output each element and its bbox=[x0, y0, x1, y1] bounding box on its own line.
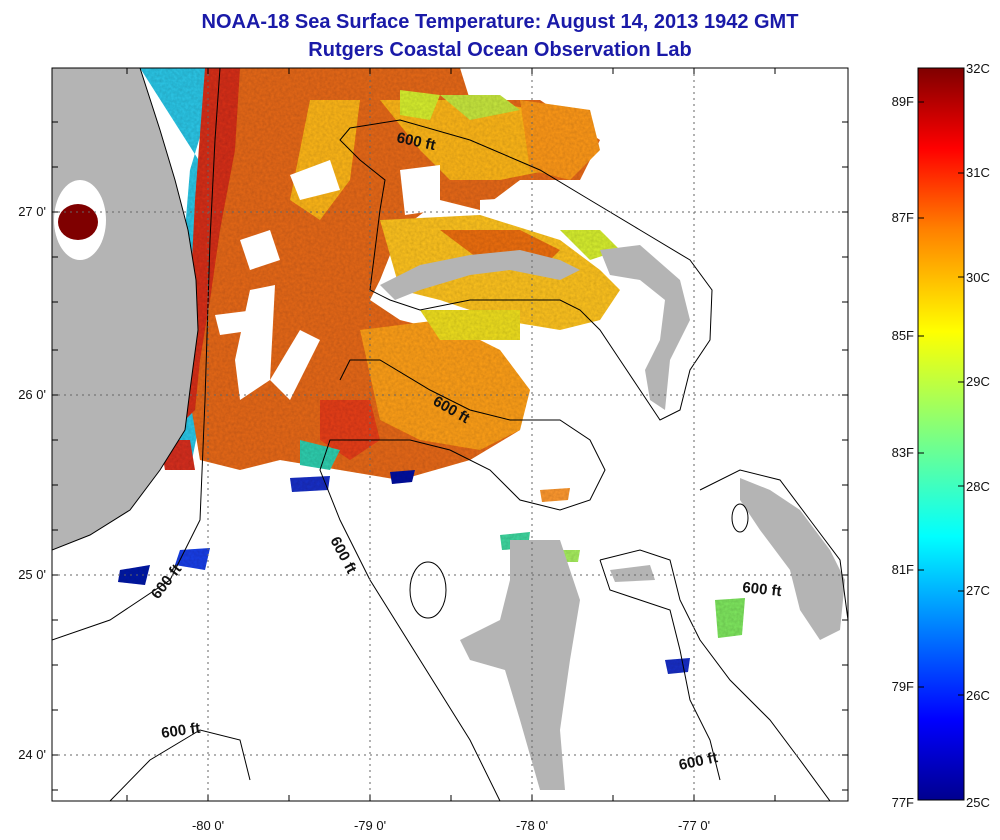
latitude-label: 25 0' bbox=[18, 567, 46, 582]
colorbar-celsius-label: 31C bbox=[966, 165, 990, 180]
title-line-2: Rutgers Coastal Ocean Observation Lab bbox=[308, 39, 692, 61]
colorbar-fahrenheit-label: 77F bbox=[891, 795, 914, 810]
map-ticks bbox=[52, 68, 848, 801]
isobath-label: 600 ft bbox=[742, 579, 783, 600]
map-frame bbox=[51, 67, 849, 802]
cloud-gaps bbox=[215, 160, 560, 400]
colorbar-celsius-label: 27C bbox=[966, 583, 990, 598]
isobath-contours bbox=[52, 68, 848, 801]
andros-island bbox=[460, 540, 580, 790]
colorbar-ticks bbox=[918, 67, 964, 801]
colorbar-celsius-label: 30C bbox=[966, 270, 990, 285]
title-line-1: NOAA-18 Sea Surface Temperature: August … bbox=[201, 11, 799, 33]
great-abaco-island bbox=[600, 245, 690, 410]
latitude-label: 24 0' bbox=[18, 747, 46, 762]
map-title: NOAA-18 Sea Surface Temperature: August … bbox=[0, 8, 1000, 64]
isobath-label: 600 ft bbox=[160, 720, 201, 742]
longitude-label: -78 0' bbox=[515, 818, 549, 833]
eleuthera-island bbox=[740, 478, 845, 640]
colorbar-fahrenheit-label: 81F bbox=[891, 562, 914, 577]
latitude-label: 26 0' bbox=[18, 387, 46, 402]
longitude-label: -79 0' bbox=[353, 818, 387, 833]
colorbar-fahrenheit-label: 83F bbox=[891, 445, 914, 460]
colorbar-celsius-label: 29C bbox=[966, 374, 990, 389]
longitude-label: -77 0' bbox=[677, 818, 711, 833]
colorbar-fahrenheit-label: 85F bbox=[891, 328, 914, 343]
colorbar-fahrenheit-label: 89F bbox=[891, 94, 914, 109]
colorbar-fahrenheit-label: 87F bbox=[891, 210, 914, 225]
colorbar-celsius-label: 32C bbox=[966, 61, 990, 76]
latitude-label: 27 0' bbox=[18, 204, 46, 219]
grand-bahama-island bbox=[380, 250, 580, 300]
colorbar bbox=[917, 67, 965, 801]
lake-okeechobee bbox=[54, 180, 106, 260]
florida-coastline bbox=[52, 68, 199, 551]
colorbar-celsius-label: 25C bbox=[966, 795, 990, 810]
new-providence-island bbox=[610, 565, 655, 582]
colorbar-fahrenheit-label: 79F bbox=[891, 679, 914, 694]
colorbar-celsius-label: 26C bbox=[966, 688, 990, 703]
longitude-label: -80 0' bbox=[191, 818, 225, 833]
coordinate-grid bbox=[52, 68, 848, 801]
colorbar-celsius-label: 28C bbox=[966, 479, 990, 494]
